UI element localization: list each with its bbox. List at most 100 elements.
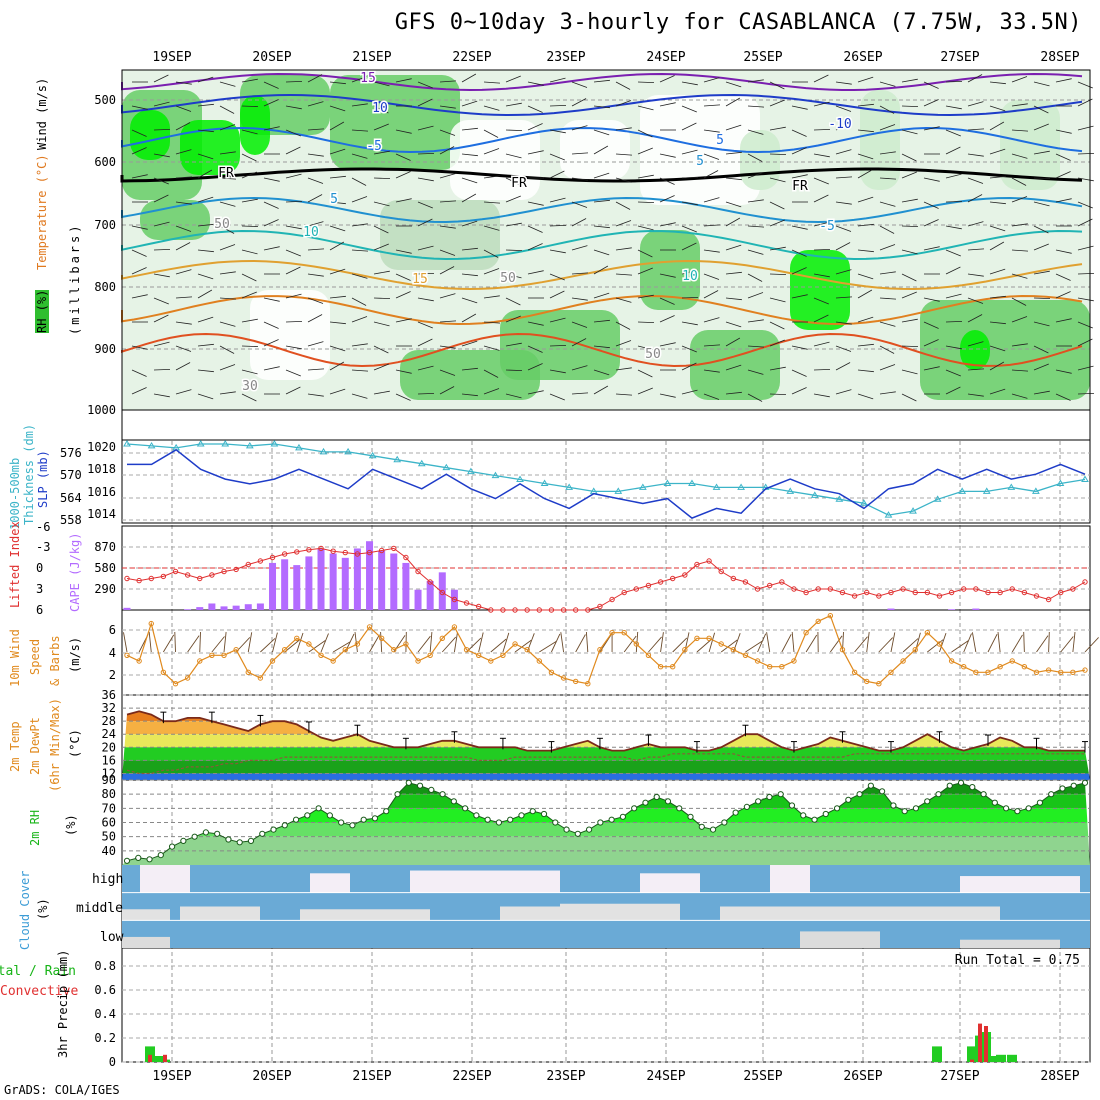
rh-point (585, 826, 593, 833)
wind-speed-point (439, 635, 445, 641)
wind10-label-c: & Barbs (48, 635, 62, 686)
wind-barb-10m (623, 635, 637, 653)
wind-speed-point (730, 647, 737, 653)
wind-barb-10m (1023, 631, 1025, 653)
date-label-top: 26SEP (843, 50, 882, 65)
wind-barb (989, 268, 1006, 275)
cape-bar (414, 589, 422, 610)
wind-speed-point (985, 669, 991, 675)
wind-barb (989, 388, 1006, 395)
wind-barb (835, 362, 851, 371)
wind-barb-10m (660, 632, 664, 653)
date-label-top: 23SEP (546, 50, 585, 65)
wind-barb-10m (478, 632, 484, 653)
wind-barb (307, 341, 324, 347)
wind-barb (241, 225, 259, 227)
rh-tick-label: 50 (102, 830, 116, 844)
footer-credit: GrADS: COLA/IGES (4, 1083, 120, 1097)
wind-barb (527, 243, 543, 251)
wind-barb (439, 320, 457, 323)
wind-barb (307, 177, 324, 184)
cape-bar (353, 548, 361, 610)
wind-barb (197, 249, 214, 253)
wind-barb (989, 175, 1006, 179)
rh-point (123, 857, 131, 864)
wind-barb (175, 362, 191, 371)
rh-point (800, 812, 807, 819)
cape-bar (972, 608, 980, 610)
wind-barb (901, 291, 917, 299)
wind-barb (483, 81, 501, 84)
rh-point (315, 805, 322, 812)
wind-barb (813, 221, 830, 227)
panel-frame (121, 439, 1091, 524)
wind-barb (769, 297, 786, 303)
wind-barb-10m (417, 635, 431, 653)
wind-barb (439, 369, 456, 376)
wind-barb (439, 293, 456, 299)
wind-barb-10m (939, 632, 947, 653)
rh-point (1036, 799, 1044, 806)
wind-barb (989, 105, 1006, 112)
wind-barb-10m (720, 639, 738, 653)
wind-barb (373, 345, 389, 354)
li-point (657, 579, 664, 585)
precip-label-c: 3hr Precip (mm) (56, 949, 70, 1058)
rh-point (405, 779, 412, 786)
wind-barb (681, 389, 698, 395)
dewpoint-line (126, 753, 1085, 775)
wind-barb (571, 201, 588, 208)
wind-barb (1077, 393, 1095, 395)
wind-barb (285, 225, 302, 230)
rh-shading-region (560, 120, 630, 180)
date-label-top: 27SEP (940, 50, 979, 65)
wind-barb-10m (648, 636, 662, 653)
wind-barb (527, 390, 544, 395)
wind-barb-10m (757, 633, 767, 653)
contour-label: 10 (682, 269, 698, 284)
wind-barb (175, 176, 193, 179)
precip-convective-bar (970, 1059, 974, 1062)
wind-barb-10m (560, 632, 565, 653)
wind-barb (461, 153, 478, 157)
wind-barb (879, 201, 896, 207)
wind-barb (351, 297, 367, 306)
precip-total-bar (1007, 1054, 1017, 1062)
rh-point (563, 826, 570, 833)
wind-barb (439, 386, 455, 395)
wind-speed-point (245, 669, 251, 675)
li-point (172, 568, 179, 575)
wind-barb (461, 100, 478, 107)
li-point (354, 551, 361, 557)
wind-barb (681, 105, 697, 113)
wind-barb (1033, 150, 1050, 155)
wind-barb (1077, 125, 1094, 131)
cape-bar (196, 607, 204, 610)
li-point (1070, 586, 1076, 592)
wind-barb (1011, 153, 1028, 159)
rh-point (991, 799, 998, 806)
wind-barb (725, 81, 742, 88)
cloud-label-b: (%) (36, 898, 50, 920)
wind-barb (835, 149, 852, 155)
rh-point (653, 793, 660, 801)
wind-barb (505, 153, 522, 159)
wind-barb (329, 345, 346, 352)
wind-barb (373, 390, 390, 395)
wind-barb (351, 249, 369, 252)
wind-barb-10m (791, 632, 795, 653)
wind-barb (637, 174, 654, 179)
rh2m-label-a: 2m RH (28, 809, 42, 846)
wind-barb (549, 77, 566, 83)
wind-speed-point (257, 675, 264, 681)
rh-point (912, 805, 920, 812)
wind-barb (549, 369, 566, 374)
wind-barb (263, 297, 280, 302)
rh-point (191, 833, 198, 840)
wind-speed-point (172, 681, 179, 687)
wind-barb (703, 153, 720, 160)
li-point (197, 575, 203, 582)
temp2m-label-c: (6hr Min/Max) (48, 698, 62, 792)
date-label-top: 20SEP (252, 50, 291, 65)
wind-barb (1055, 129, 1072, 134)
